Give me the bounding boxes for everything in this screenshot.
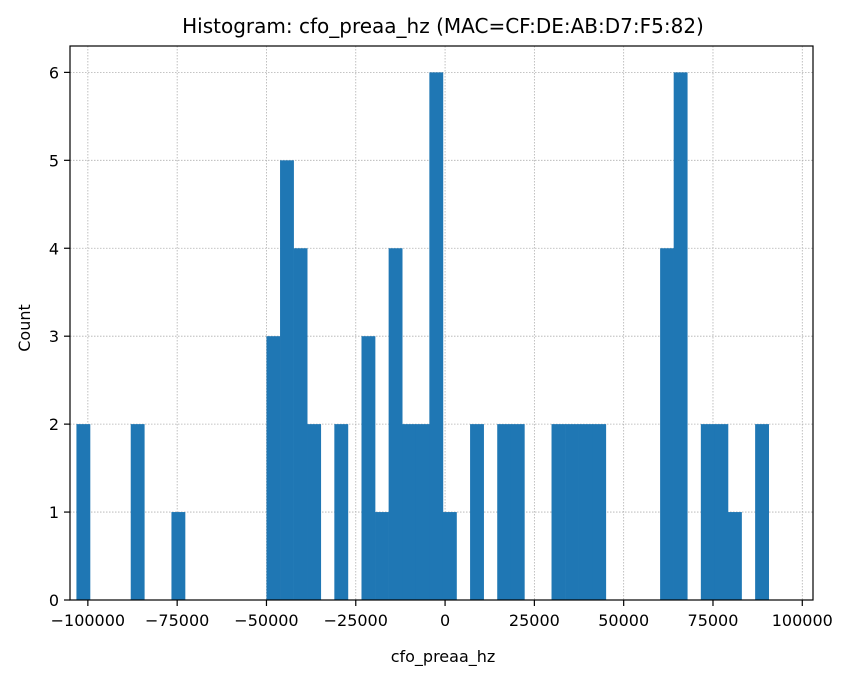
histogram-bar	[361, 336, 376, 600]
x-tick-label: 75000	[688, 611, 739, 630]
y-tick-label: 0	[49, 591, 59, 610]
histogram-bar	[266, 336, 281, 600]
y-tick-label: 4	[49, 239, 59, 258]
x-tick-label: 25000	[509, 611, 560, 630]
histogram-bar	[510, 424, 525, 600]
y-tick-label: 1	[49, 503, 59, 522]
histogram-bar	[307, 424, 322, 600]
plot-frame	[69, 45, 814, 601]
histogram-bar	[755, 424, 770, 600]
x-tick-label: −50000	[234, 611, 298, 630]
x-tick-label: 0	[440, 611, 450, 630]
histogram-bar	[293, 248, 308, 600]
histogram-bars	[76, 72, 770, 601]
y-axis-ticks: 0 1 2 3 4 5 6	[49, 63, 70, 610]
histogram-bar	[727, 512, 742, 600]
y-axis-label: Count	[15, 304, 34, 352]
histogram-bar	[578, 424, 593, 600]
x-axis-ticks: −100000 −75000 −50000 −25000 0 25000 50000 7500…	[51, 600, 833, 630]
histogram-bar	[280, 160, 294, 601]
histogram-bar	[415, 424, 430, 600]
x-tick-label: −100000	[51, 611, 125, 630]
x-tick-label: −25000	[324, 611, 388, 630]
chart-title: Histogram: cfo_preaa_hz (MAC=CF:DE:AB:D7…	[182, 14, 704, 38]
histogram-bar	[130, 424, 145, 600]
y-tick-label: 5	[49, 151, 59, 170]
histogram-bar	[551, 424, 566, 600]
y-tick-label: 3	[49, 327, 59, 346]
histogram-bar	[171, 512, 186, 600]
histogram-bar	[388, 248, 403, 600]
x-tick-label: 50000	[598, 611, 649, 630]
y-tick-label: 2	[49, 415, 59, 434]
histogram-bar	[700, 424, 715, 600]
histogram-bar	[660, 248, 674, 600]
histogram-bar	[470, 424, 484, 600]
histogram-bar	[429, 72, 444, 600]
histogram-bar	[714, 424, 729, 600]
histogram-bar	[592, 424, 607, 600]
histogram-bar	[497, 424, 512, 600]
histogram-bar	[565, 424, 579, 600]
x-tick-label: 100000	[772, 611, 833, 630]
x-tick-label: −75000	[145, 611, 209, 630]
histogram-bar	[673, 72, 688, 600]
x-axis-label: cfo_preaa_hz	[391, 647, 496, 667]
histogram-bar	[442, 512, 457, 600]
histogram-bar	[76, 424, 91, 600]
y-tick-label: 6	[49, 63, 59, 82]
histogram-bar	[334, 424, 349, 600]
histogram-bar	[402, 424, 417, 600]
histogram-bar	[375, 512, 389, 600]
